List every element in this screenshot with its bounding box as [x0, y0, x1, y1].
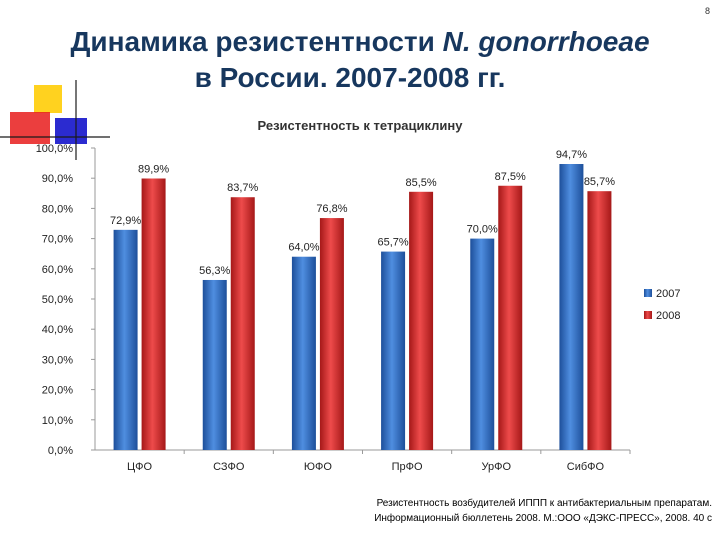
- y-tick-label: 0,0%: [48, 445, 73, 457]
- x-tick-label: СибФО: [567, 461, 605, 473]
- y-tick-label: 30,0%: [42, 354, 73, 366]
- y-tick-label: 70,0%: [42, 234, 73, 246]
- y-tick-label: 40,0%: [42, 324, 73, 336]
- decorative-squares-graphic: [0, 80, 110, 160]
- y-tick-label: 20,0%: [42, 385, 73, 397]
- y-tick-label: 90,0%: [42, 173, 73, 185]
- chart-bars: [113, 164, 612, 451]
- chart-title: Резистентность к тетрациклину: [258, 118, 464, 133]
- bar-value-label: 76,8%: [316, 203, 347, 215]
- bar-2007: [559, 164, 584, 451]
- legend-swatch: [644, 311, 652, 319]
- source-line-1: Резистентность возбудителей ИППП к антиб…: [376, 498, 712, 509]
- x-tick-label: ЮФО: [304, 461, 332, 473]
- chart-axes: 0,0% 10,0% 20,0% 30,0% 40,0% 50,0% 60,0% 70,0% 8…: [36, 143, 631, 473]
- bar-value-label: 64,0%: [288, 242, 319, 254]
- deco-yellow-square: [34, 85, 62, 113]
- title-line2-text: в России. 2007-2008 гг.: [194, 62, 506, 93]
- y-tick-label: 80,0%: [42, 203, 73, 215]
- legend-label: 2007: [656, 288, 680, 300]
- deco-red-square: [10, 112, 50, 144]
- resistance-chart: Резистентность к тетрациклину 0,0% 10,0% 2…: [36, 118, 681, 473]
- bar-2008: [141, 178, 166, 450]
- bar-2008: [230, 197, 255, 450]
- bar-2007: [381, 251, 406, 450]
- bar-value-label: 83,7%: [227, 182, 258, 194]
- bar-value-label: 85,5%: [405, 177, 436, 189]
- x-tick-label: УрФО: [481, 461, 511, 473]
- source-citation: Резистентность возбудителей ИППП к антиб…: [312, 496, 712, 526]
- bar-value-label: 70,0%: [467, 224, 498, 236]
- bar-2008: [319, 218, 344, 450]
- y-tick-label: 50,0%: [42, 294, 73, 306]
- bar-value-label: 87,5%: [495, 171, 526, 183]
- deco-blue-square: [55, 118, 87, 144]
- legend-swatch: [644, 289, 652, 297]
- bar-2007: [202, 279, 227, 450]
- bar-value-label: 65,7%: [377, 237, 408, 249]
- x-tick-label: ПрФО: [392, 461, 423, 473]
- bar-value-label: 89,9%: [138, 164, 169, 176]
- bar-value-label: 72,9%: [110, 215, 141, 227]
- chart-data-labels: 72,9% 89,9% 56,3% 83,7% 64,0% 76,8% 65,7% 85,5%…: [110, 149, 615, 277]
- bar-2008: [498, 185, 523, 450]
- bar-2007: [470, 238, 495, 450]
- title-organism-name: N. gonorrhoeae: [442, 26, 650, 57]
- bar-2008: [409, 191, 434, 450]
- x-tick-label: ЦФО: [127, 461, 153, 473]
- chart-legend: 2007 2008: [644, 288, 680, 322]
- source-line-2: Информационный бюллетень 2008. М.:ООО «Д…: [374, 513, 712, 524]
- title-line1-text: Динамика резистентности: [70, 26, 443, 57]
- y-tick-label: 10,0%: [42, 415, 73, 427]
- slide-number: 8: [704, 6, 710, 16]
- bar-2008: [587, 191, 612, 450]
- slide-title: Динамика резистентности N. gonorrhoeae в…: [0, 24, 720, 96]
- bar-2007: [113, 229, 138, 450]
- y-tick-label: 100,0%: [36, 143, 74, 155]
- x-tick-label: СЗФО: [213, 461, 245, 473]
- bar-value-label: 94,7%: [556, 149, 587, 161]
- y-tick-label: 60,0%: [42, 264, 73, 276]
- bar-value-label: 85,7%: [584, 176, 615, 188]
- legend-label: 2008: [656, 310, 680, 322]
- bar-value-label: 56,3%: [199, 265, 230, 277]
- bar-2007: [291, 256, 316, 450]
